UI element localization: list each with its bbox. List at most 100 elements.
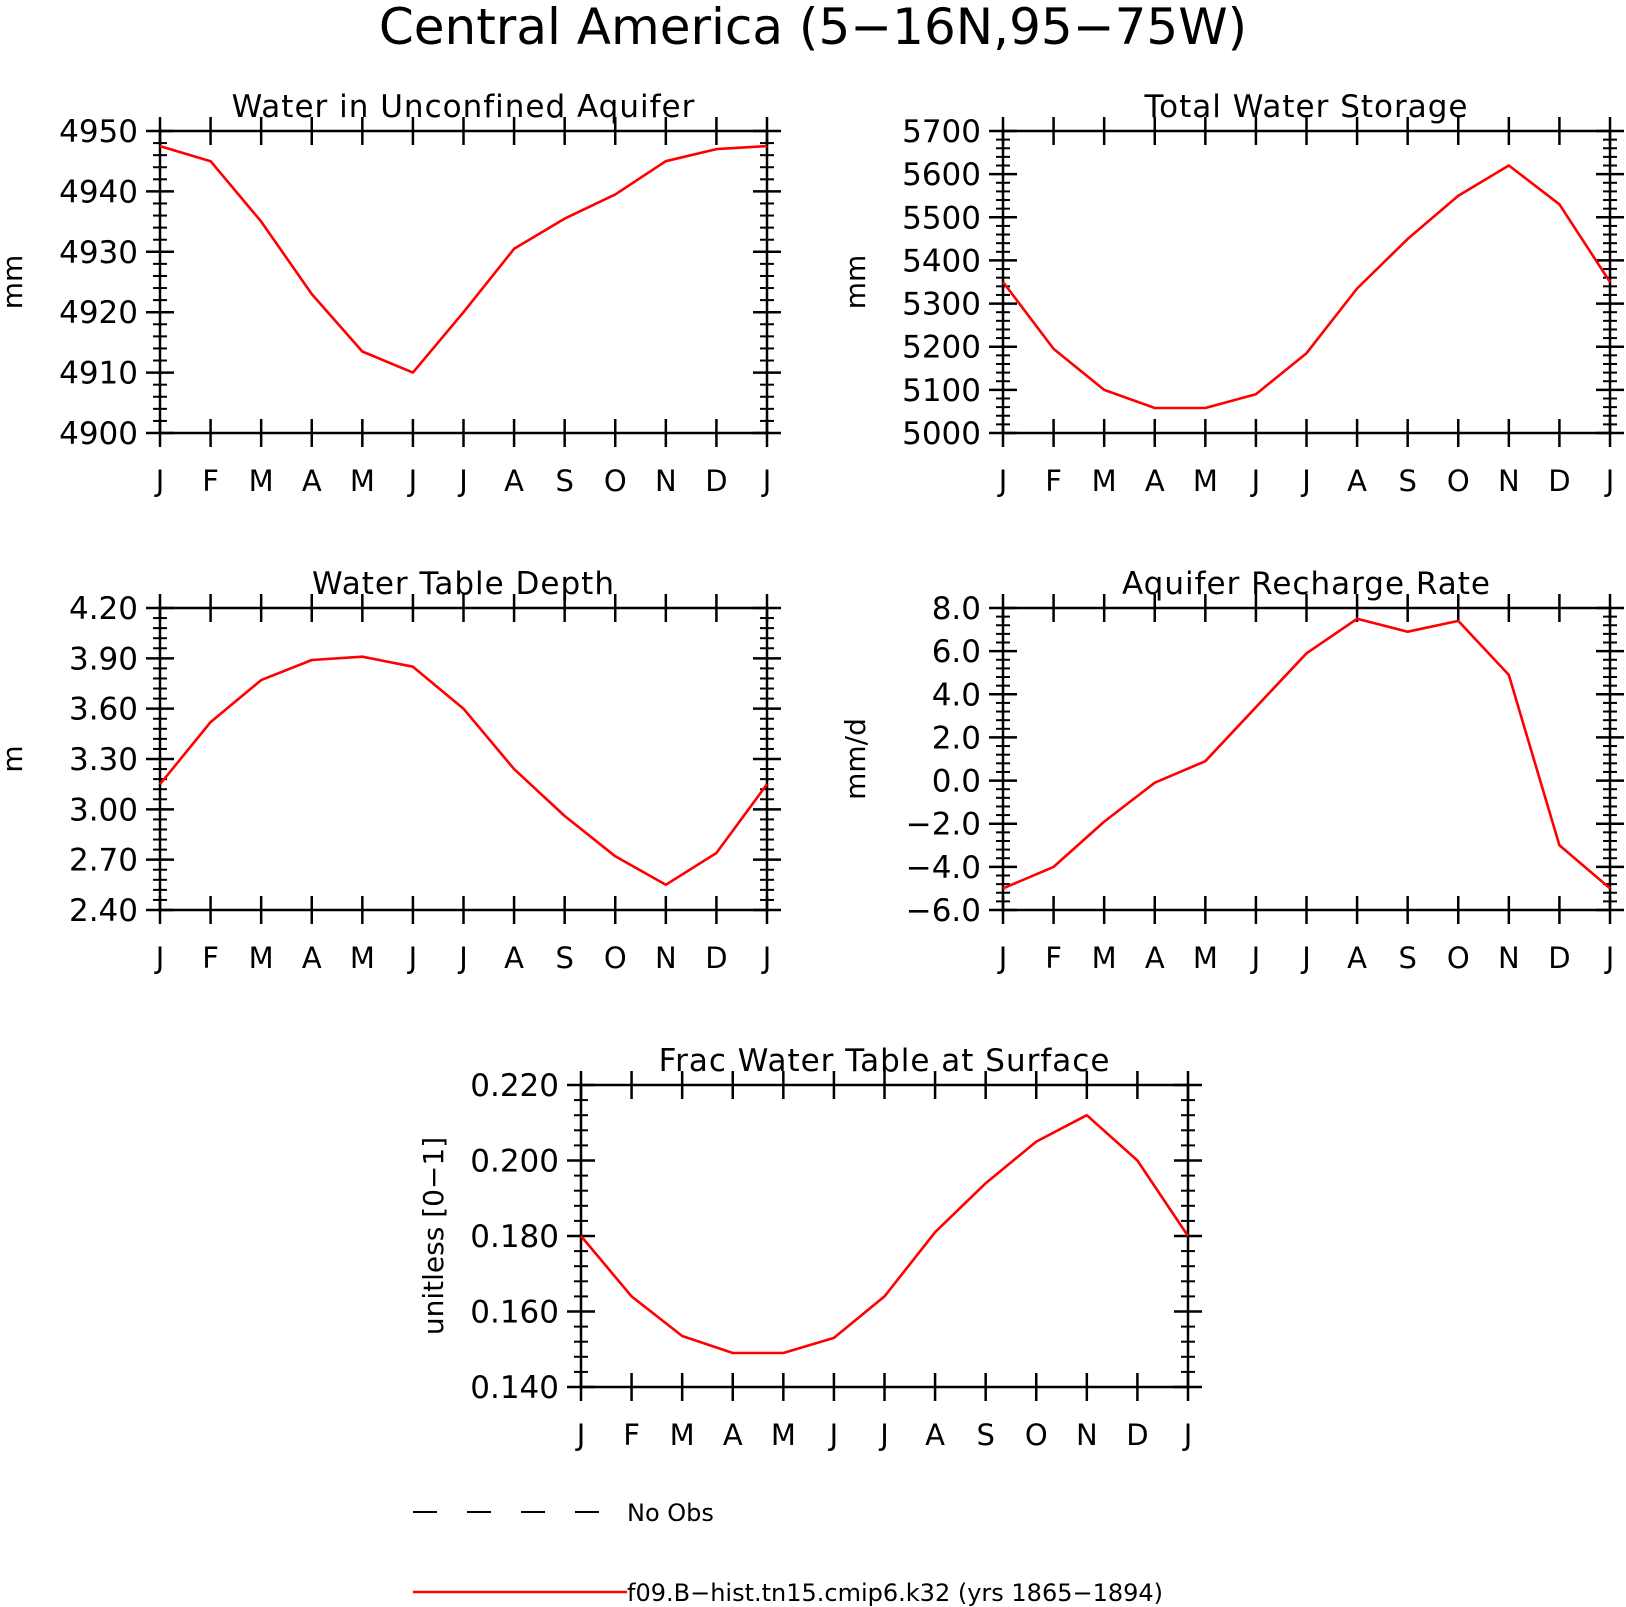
series-line: [580, 1113, 1190, 1355]
y-tick-label: 3.60: [69, 692, 138, 728]
series-line: [1002, 617, 1611, 890]
y-tick-label: 5100: [902, 373, 981, 409]
x-tick-label: O: [604, 464, 627, 498]
x-tick-label: J: [997, 464, 1008, 498]
y-axis-label: unitless [0−1]: [417, 1137, 450, 1335]
y-tick-label: 4950: [59, 114, 138, 150]
x-tick-label: J: [154, 941, 165, 975]
plot-frame: [158, 606, 769, 912]
x-tick-label: A: [1347, 941, 1367, 975]
x-tick-label: M: [1193, 941, 1218, 975]
x-tick-label: N: [655, 941, 677, 975]
x-tick-label: S: [555, 941, 573, 975]
y-tick-label: 0.0: [932, 764, 981, 800]
chart-panel-5: Frac Water Table at Surface0.2200.2000.1…: [417, 1043, 1202, 1452]
y-tick-label: −4.0: [906, 850, 981, 886]
y-tick-label: 0.160: [470, 1295, 559, 1331]
x-tick-label: M: [249, 941, 274, 975]
x-tick-label: M: [350, 941, 375, 975]
x-tick-label: O: [604, 941, 627, 975]
y-tick-label: 5200: [902, 330, 981, 366]
y-tick-label: 4940: [59, 174, 138, 210]
chart-panel-1: Water in Unconfined Aquifer4950494049304…: [0, 89, 781, 498]
plot-frame: [1001, 129, 1612, 435]
x-tick-label: O: [1447, 464, 1470, 498]
x-tick-label: A: [1145, 464, 1165, 498]
y-tick-label: 2.40: [69, 893, 138, 929]
series-line: [1001, 164, 1612, 410]
y-tick-label: 5700: [902, 114, 981, 150]
x-tick-label: J: [575, 1418, 586, 1452]
y-tick-label: 2.0: [932, 720, 981, 756]
x-tick-label: O: [1447, 941, 1470, 975]
x-tick-label: S: [555, 464, 573, 498]
x-tick-label: M: [771, 1418, 796, 1452]
y-tick-label: 6.0: [932, 634, 981, 670]
x-tick-label: D: [1126, 1418, 1148, 1452]
x-tick-label: A: [723, 1418, 743, 1452]
y-tick-label: −6.0: [906, 893, 981, 929]
y-tick-label: 5500: [902, 200, 981, 236]
y-tick-label: 3.00: [69, 792, 138, 828]
y-tick-label: −2.0: [906, 807, 981, 843]
y-tick-label: 4.20: [69, 591, 138, 627]
x-tick-label: M: [1092, 941, 1117, 975]
y-tick-label: 4.0: [932, 677, 981, 713]
x-tick-label: J: [1250, 941, 1261, 975]
y-tick-label: 4920: [59, 295, 138, 331]
x-tick-label: D: [1548, 464, 1570, 498]
x-tick-label: A: [504, 941, 524, 975]
legend-label-model: f09.B−hist.tn15.cmip6.k32 (yrs 1865−1894…: [627, 1579, 1163, 1607]
x-tick-label: D: [705, 941, 727, 975]
x-tick-label: N: [655, 464, 677, 498]
y-tick-label: 0.180: [470, 1219, 559, 1255]
x-tick-label: J: [1604, 941, 1615, 975]
x-tick-label: A: [1347, 464, 1367, 498]
x-tick-label: M: [1193, 464, 1218, 498]
x-tick-label: F: [202, 464, 219, 498]
plot-frame: [158, 129, 769, 435]
x-tick-label: J: [1604, 464, 1615, 498]
x-tick-label: J: [1300, 941, 1311, 975]
x-tick-label: J: [1182, 1418, 1193, 1452]
x-tick-label: N: [1498, 464, 1520, 498]
x-tick-label: S: [976, 1418, 994, 1452]
legend-label-no-obs: No Obs: [627, 1499, 714, 1527]
chart-panel-2: Total Water Storage570056005500540053005…: [839, 89, 1624, 498]
x-tick-label: D: [705, 464, 727, 498]
x-tick-label: A: [302, 941, 322, 975]
x-tick-label: J: [828, 1418, 839, 1452]
x-tick-label: M: [350, 464, 375, 498]
chart-panel-3: Water Table Depth4.203.903.603.303.002.7…: [0, 566, 781, 975]
series-line: [158, 655, 769, 887]
y-tick-label: 0.200: [470, 1144, 559, 1180]
x-tick-label: A: [1145, 941, 1165, 975]
y-axis-label: mm/d: [839, 718, 872, 800]
x-tick-label: J: [407, 464, 418, 498]
x-tick-label: J: [1300, 464, 1311, 498]
x-tick-label: J: [407, 941, 418, 975]
figure-title: Central America (5−16N,95−75W): [379, 0, 1247, 56]
y-tick-label: 0.140: [470, 1370, 559, 1406]
x-tick-label: A: [504, 464, 524, 498]
x-tick-label: J: [761, 464, 772, 498]
y-tick-label: 5400: [902, 243, 981, 279]
x-tick-label: M: [1092, 464, 1117, 498]
plot-frame: [579, 1083, 1190, 1389]
y-tick-label: 3.90: [69, 641, 138, 677]
y-tick-label: 4930: [59, 235, 138, 271]
x-tick-label: S: [1398, 464, 1416, 498]
y-tick-label: 5300: [902, 287, 981, 323]
legend: No Obs f09.B−hist.tn15.cmip6.k32 (yrs 18…: [413, 1499, 1163, 1607]
x-tick-label: J: [1250, 464, 1261, 498]
x-tick-label: J: [457, 464, 468, 498]
x-tick-label: N: [1498, 941, 1520, 975]
y-tick-label: 2.70: [69, 843, 138, 879]
y-axis-label: mm: [839, 255, 872, 310]
x-tick-label: M: [670, 1418, 695, 1452]
y-axis-label: mm: [0, 255, 29, 310]
x-tick-label: J: [457, 941, 468, 975]
x-tick-label: F: [202, 941, 219, 975]
x-tick-label: J: [878, 1418, 889, 1452]
